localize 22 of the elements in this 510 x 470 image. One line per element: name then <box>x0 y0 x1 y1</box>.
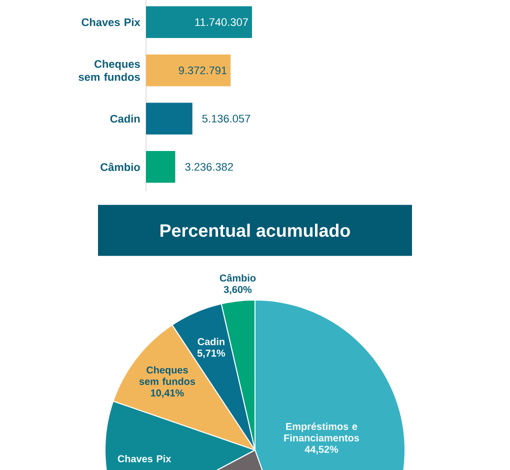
data-label: 3.236.382 <box>185 163 233 171</box>
slice-label: Chaves Pix <box>118 454 172 462</box>
slice-label: Cheques sem fundos <box>139 366 196 385</box>
bar <box>146 150 176 183</box>
data-label: 10,41% <box>150 389 184 398</box>
data-label: 5,71% <box>197 350 226 358</box>
data-label: 3,60% <box>224 286 252 294</box>
data-label: 9.372.791 <box>178 66 227 74</box>
y-tick-label: Câmbio <box>100 162 140 172</box>
slice-label: Empréstimos e Financiamentos <box>284 422 360 442</box>
chart-title: Percentual acumulado <box>160 224 350 237</box>
bar <box>146 102 192 135</box>
data-label: 44,52% <box>304 446 338 454</box>
slice-label: Câmbio <box>220 274 256 282</box>
data-label: 5.136.057 <box>202 114 250 122</box>
y-tick-label: Chaves Pix <box>82 18 140 26</box>
bar <box>146 54 231 86</box>
data-label: 11.740.307 <box>195 18 248 26</box>
y-tick-label: Cadin <box>110 114 140 123</box>
y-tick-label: Cheques sem fundos <box>78 60 140 81</box>
slice-label: Cadin <box>198 338 224 346</box>
bar <box>146 6 252 38</box>
